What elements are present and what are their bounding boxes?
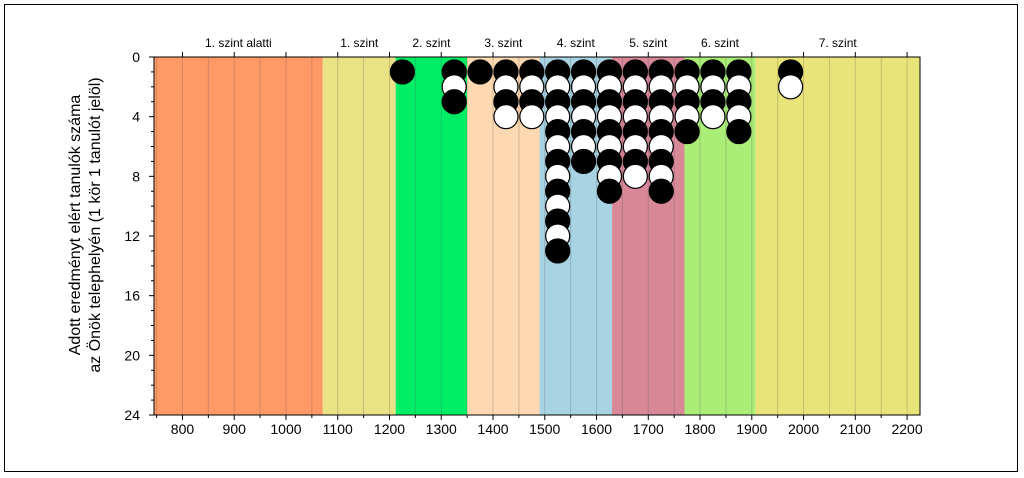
x-tick-label-1000: 1000 [270,421,301,437]
y-tick-label-4: 4 [132,109,140,125]
student-marker-1775-5 [674,118,700,145]
student-marker-1675-8 [622,163,648,189]
x-tick-label-1700: 1700 [633,421,664,437]
level-label-4: 3. szint [484,36,523,50]
y-tick-label-12: 12 [124,228,140,244]
student-marker-1625-9 [596,178,623,204]
level-band-1 [154,57,323,415]
y-tick-label-24: 24 [124,407,140,423]
y-tick-label-8: 8 [132,168,140,184]
x-tick-label-1600: 1600 [581,421,612,437]
level-label-8: 7. szint [819,36,858,50]
x-tick-label-1800: 1800 [684,421,715,437]
level-label-3: 2. szint [412,36,451,50]
y-axis-ticks: 0 4 8 12 16 20 24 [124,49,154,423]
student-marker-1375-1 [467,59,493,85]
x-axis-ticks: 800 900 1000 1100 1200 1300 1400 1500 1600 1700 18… [156,52,923,437]
x-tick-label-1500: 1500 [529,421,560,437]
x-tick-label-1200: 1200 [374,421,405,437]
y-tick-label-16: 16 [124,288,140,304]
level-band-3 [395,57,468,415]
student-marker-1525-13 [545,238,571,264]
x-tick-label-900: 900 [223,421,247,437]
x-tick-label-2000: 2000 [788,421,819,437]
level-band-2 [322,57,396,415]
student-marker-1575-7 [570,148,597,175]
student-marker-1225-1 [389,59,416,85]
student-marker-1325-3 [441,89,467,115]
student-marker-1475-4 [519,104,545,130]
level-label-5: 4. szint [557,36,596,50]
chart-frame [4,4,1018,472]
x-tick-label-1300: 1300 [426,421,457,437]
y-axis-title: Adott eredményt elért tanulók száma az Ö… [67,77,104,372]
student-marker-1875-5 [726,118,752,145]
x-tick-label-1400: 1400 [477,421,508,437]
student-markers [389,59,804,264]
y-axis-title-line-1: Adott eredményt elért tanulók száma [67,95,84,356]
student-marker-1425-4 [493,104,519,130]
gridlines [156,57,908,415]
student-marker-1725-9 [648,178,674,204]
student-marker-1825-4 [700,104,726,130]
level-labels: 1. szint alatti 1. szint 2. szint 3. szint 4… [205,36,857,50]
student-marker-1975-2 [778,74,804,100]
y-tick-label-20: 20 [124,347,140,363]
x-tick-label-800: 800 [171,421,195,437]
x-tick-label-2100: 2100 [840,421,871,437]
x-tick-label-1100: 1100 [323,421,353,437]
level-band-8 [755,57,920,415]
level-label-7: 6. szint [701,36,740,50]
level-label-1: 1. szint alatti [205,36,272,50]
y-tick-label-0: 0 [132,49,140,65]
y-axis-title-line-2: az Önök telephelyén (1 kör 1 tanulót jel… [86,77,104,372]
x-tick-label-1900: 1900 [736,421,767,437]
x-tick-label-2200: 2200 [891,421,922,437]
level-label-2: 1. szint [340,36,379,50]
level-label-6: 5. szint [629,36,668,50]
